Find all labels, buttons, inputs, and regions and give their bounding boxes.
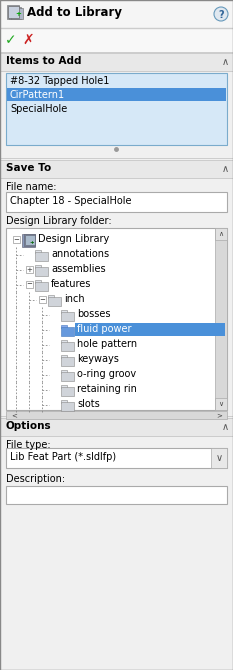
Bar: [61, 354, 67, 358]
Text: Chapter 18 - SpecialHole: Chapter 18 - SpecialHole: [10, 196, 131, 206]
Bar: [61, 340, 67, 342]
Text: −: −: [13, 237, 19, 243]
Text: SpecialHole: SpecialHole: [10, 104, 67, 114]
Bar: [35, 265, 41, 267]
Bar: [61, 326, 74, 336]
Text: Add to Library: Add to Library: [27, 6, 122, 19]
Text: slots: slots: [77, 399, 100, 409]
Bar: [75, 323, 225, 336]
Circle shape: [214, 7, 228, 21]
Text: −: −: [39, 297, 45, 302]
Text: File type:: File type:: [6, 440, 51, 450]
Bar: [35, 279, 41, 283]
Text: +: +: [29, 241, 34, 245]
Text: CirPattern1: CirPattern1: [10, 90, 65, 100]
Text: fluid power: fluid power: [77, 324, 131, 334]
Bar: [61, 371, 74, 381]
Text: inch: inch: [64, 294, 85, 304]
Text: o-ring groov: o-ring groov: [77, 369, 136, 379]
Bar: [6, 486, 227, 504]
Bar: [9, 7, 21, 19]
Text: ?: ?: [218, 11, 224, 21]
Bar: [6, 73, 227, 145]
Bar: [11, 8, 23, 19]
Bar: [0, 160, 233, 178]
Bar: [24, 234, 35, 245]
Text: Description:: Description:: [6, 474, 65, 484]
Text: retaining rin: retaining rin: [77, 384, 137, 394]
Bar: [48, 297, 61, 306]
Text: Save To: Save To: [6, 163, 51, 173]
Text: #8-32 Tapped Hole1: #8-32 Tapped Hole1: [10, 76, 109, 86]
Text: Lib Feat Part (*.sldlfp): Lib Feat Part (*.sldlfp): [10, 452, 116, 462]
Text: keyways: keyways: [77, 354, 119, 364]
Bar: [61, 399, 67, 403]
Bar: [61, 324, 67, 328]
Bar: [215, 398, 227, 410]
Text: ∧: ∧: [221, 57, 229, 67]
Text: +: +: [15, 11, 21, 17]
Bar: [22, 234, 35, 247]
Text: File name:: File name:: [6, 182, 56, 192]
Bar: [25, 266, 32, 273]
Text: ∨: ∨: [216, 453, 223, 463]
Bar: [48, 295, 54, 297]
Bar: [0, 0, 233, 28]
Bar: [35, 267, 48, 276]
Bar: [61, 387, 74, 396]
Text: hole pattern: hole pattern: [77, 339, 137, 349]
Text: Items to Add: Items to Add: [6, 56, 82, 66]
Bar: [8, 6, 19, 18]
Text: ∧: ∧: [221, 164, 229, 174]
Bar: [6, 228, 227, 410]
Bar: [0, 53, 233, 71]
Text: ✗: ✗: [22, 33, 34, 47]
Bar: [7, 5, 19, 19]
Bar: [211, 448, 227, 468]
Bar: [7, 88, 226, 101]
Text: Design Library: Design Library: [38, 234, 109, 244]
Bar: [0, 418, 233, 436]
Text: +: +: [26, 267, 32, 273]
Bar: [25, 234, 35, 245]
Text: >: >: [216, 412, 222, 418]
Bar: [61, 312, 74, 321]
Bar: [0, 28, 233, 52]
Text: ∧: ∧: [221, 422, 229, 432]
Text: ∨: ∨: [219, 401, 223, 407]
Bar: [61, 369, 67, 373]
Bar: [215, 228, 227, 410]
Bar: [215, 228, 227, 240]
Text: <: <: [11, 412, 17, 418]
Text: annotations: annotations: [51, 249, 109, 259]
Bar: [25, 281, 32, 288]
Text: bosses: bosses: [77, 309, 110, 319]
Bar: [61, 342, 74, 351]
Bar: [35, 281, 48, 291]
Bar: [6, 192, 227, 212]
Text: ∧: ∧: [219, 231, 223, 237]
Text: assemblies: assemblies: [51, 264, 106, 274]
Bar: [38, 296, 45, 303]
Text: features: features: [51, 279, 91, 289]
Bar: [6, 411, 227, 419]
Text: ✓: ✓: [5, 33, 17, 47]
Bar: [35, 249, 41, 253]
Bar: [61, 385, 67, 387]
Text: Design Library folder:: Design Library folder:: [6, 216, 112, 226]
Bar: [61, 356, 74, 366]
Bar: [6, 448, 227, 468]
Bar: [35, 251, 48, 261]
Bar: [61, 310, 67, 312]
Bar: [61, 401, 74, 411]
Text: Options: Options: [6, 421, 52, 431]
Bar: [13, 236, 20, 243]
Text: −: −: [26, 281, 32, 287]
